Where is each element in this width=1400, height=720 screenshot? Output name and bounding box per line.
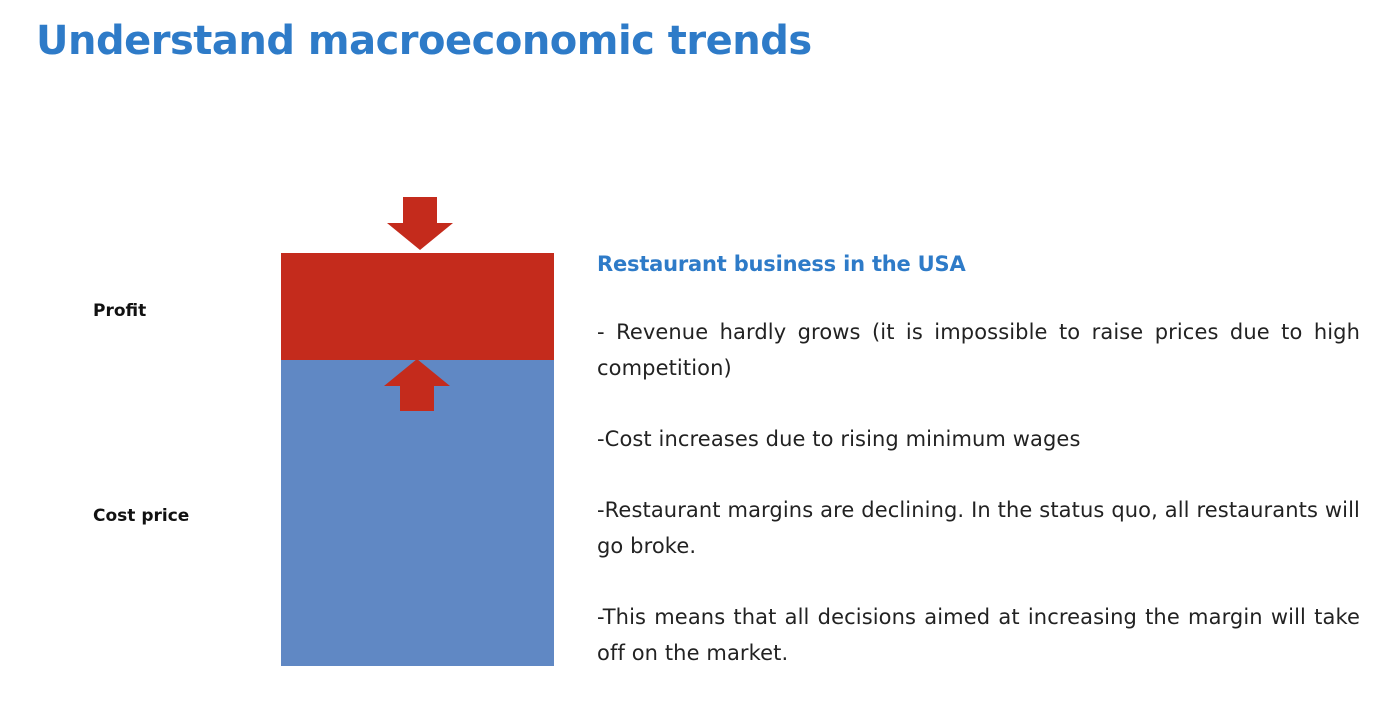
- down-arrow-icon: [387, 197, 453, 250]
- up-arrow-icon: [384, 359, 450, 411]
- content-panel: Restaurant business in the USA - Revenue…: [597, 252, 1360, 706]
- profit-label: Profit: [93, 301, 147, 321]
- bullet-cost: -Cost increases due to rising minimum wa…: [597, 427, 1081, 451]
- bullet-revenue: - Revenue hardly grows (it is impossible…: [597, 320, 1360, 380]
- bullet-decisions: -This means that all decisions aimed at …: [597, 605, 1360, 665]
- content-heading: Restaurant business in the USA: [597, 252, 966, 276]
- profit-block: [281, 253, 554, 360]
- bullet-margins: -Restaurant margins are declining. In th…: [597, 498, 1360, 558]
- slide-title: Understand macroeconomic trends: [36, 18, 812, 64]
- cost-price-label: Cost price: [93, 506, 190, 526]
